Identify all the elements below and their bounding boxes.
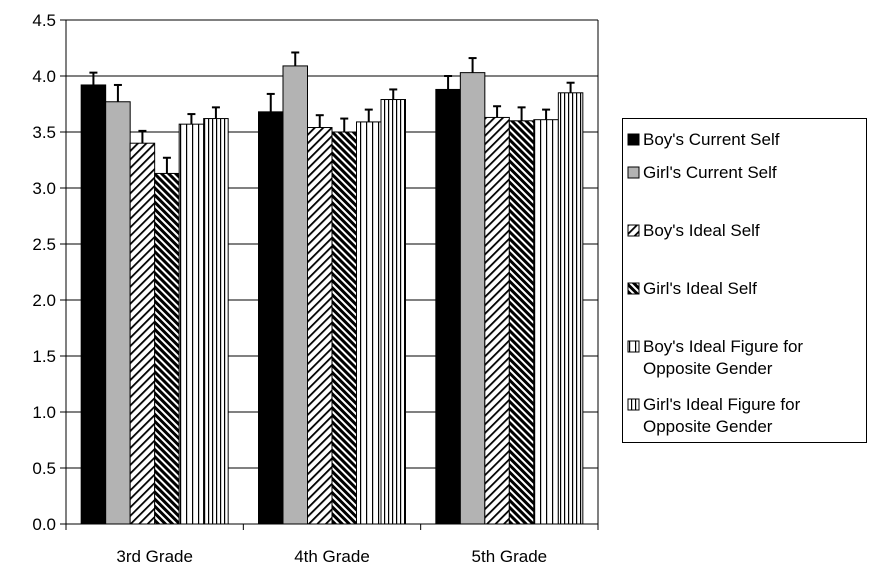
bar xyxy=(331,131,357,525)
y-tick-label: 1.0 xyxy=(32,403,56,422)
bar xyxy=(435,88,461,525)
bar xyxy=(307,127,333,525)
legend-item: Girl's Ideal Figure for Opposite Gender xyxy=(627,395,801,436)
y-tick-label: 3.0 xyxy=(32,179,56,198)
y-tick-label: 2.0 xyxy=(32,291,56,310)
legend: Boy's Current Self Girl's Current Self Boy… xyxy=(622,118,867,443)
legend-item: Boy's Ideal Figure for Opposite Gender xyxy=(627,337,803,378)
x-tick-label: 5th Grade xyxy=(472,547,548,566)
legend-label: Girl's Ideal Figure for xyxy=(643,395,801,414)
legend-item: Boy's Ideal Self xyxy=(627,221,760,240)
legend-swatch xyxy=(627,398,640,411)
y-tick-label: 4.0 xyxy=(32,67,56,86)
bar xyxy=(459,72,486,525)
y-tick-label: 4.5 xyxy=(32,11,56,30)
bar xyxy=(508,120,535,525)
bar xyxy=(533,119,559,525)
bar xyxy=(105,101,131,525)
bar xyxy=(282,65,308,525)
bar xyxy=(129,142,156,525)
x-tick-label: 4th Grade xyxy=(294,547,370,566)
legend-swatch xyxy=(627,133,640,146)
legend-swatch xyxy=(627,166,640,179)
x-axis-ticks: 3rd Grade 4th Grade 5th Grade xyxy=(65,524,599,566)
legend-item: Boy's Current Self xyxy=(627,130,780,149)
legend-label: Girl's Ideal Self xyxy=(643,279,757,298)
bar xyxy=(154,172,180,525)
legend-label: Opposite Gender xyxy=(643,417,773,436)
bar xyxy=(258,111,284,525)
legend-item: Girl's Current Self xyxy=(627,163,777,182)
legend-item: Girl's Ideal Self xyxy=(627,279,757,298)
legend-content: Boy's Current Self Girl's Current Self Boy… xyxy=(627,130,803,436)
bar xyxy=(203,118,229,525)
legend-swatch xyxy=(627,340,640,353)
legend-swatch xyxy=(627,224,640,237)
axes xyxy=(65,20,599,525)
legend-label: Girl's Current Self xyxy=(643,163,777,182)
y-tick-label: 0.0 xyxy=(32,515,56,534)
y-tick-label: 0.5 xyxy=(32,459,56,478)
bar xyxy=(484,116,510,525)
y-tick-label: 1.5 xyxy=(32,347,56,366)
bar xyxy=(356,121,382,525)
y-axis-ticks: 0.0 0.5 1.0 1.5 2.0 2.5 3.0 3.5 4.0 4.5 xyxy=(32,11,66,534)
legend-label: Boy's Current Self xyxy=(643,130,780,149)
bar xyxy=(80,84,107,525)
y-tick-label: 2.5 xyxy=(32,235,56,254)
x-tick-label: 3rd Grade xyxy=(116,547,193,566)
bar xyxy=(557,92,584,525)
bars xyxy=(80,51,584,525)
legend-label: Boy's Ideal Figure for xyxy=(643,337,803,356)
legend-swatch xyxy=(627,282,640,295)
legend-label: Boy's Ideal Self xyxy=(643,221,760,240)
legend-label: Opposite Gender xyxy=(643,359,773,378)
bar xyxy=(178,123,205,525)
y-tick-label: 3.5 xyxy=(32,123,56,142)
bar xyxy=(380,99,406,525)
